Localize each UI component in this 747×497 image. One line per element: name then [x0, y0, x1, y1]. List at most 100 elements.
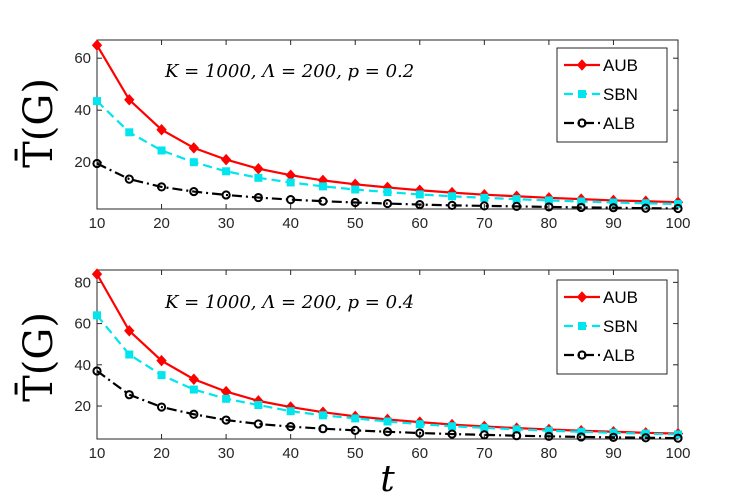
legend-marker	[576, 291, 588, 303]
legend-label: AUB	[603, 288, 638, 307]
series-sbn	[93, 97, 682, 209]
x-tick-label: 60	[411, 445, 428, 462]
data-point	[221, 415, 231, 425]
series-line	[96, 162, 679, 210]
data-point	[286, 195, 296, 205]
data-point	[512, 431, 522, 441]
x-tick-label: 40	[282, 445, 299, 462]
data-point	[188, 373, 200, 385]
data-point	[286, 422, 296, 432]
data-point	[222, 394, 231, 403]
legend-label: AUB	[603, 56, 638, 75]
data-point	[641, 433, 651, 443]
x-tick-label: 80	[541, 215, 558, 232]
data-point	[544, 202, 554, 212]
data-point	[576, 432, 586, 442]
series-line	[96, 370, 679, 440]
data-point	[318, 196, 328, 206]
legend-marker	[577, 350, 587, 360]
data-point	[415, 190, 424, 199]
data-point	[92, 366, 102, 376]
legend-label: ALB	[603, 114, 635, 133]
data-point	[447, 429, 457, 439]
data-point	[222, 167, 231, 176]
legend-marker	[578, 322, 586, 330]
y-tick-label: 40	[74, 102, 91, 119]
data-point	[189, 409, 199, 419]
chart-top: 10 20 30 40 50 60 70 80 90 100 20 40 60 T̄(G) K = 1000…	[15, 39, 691, 232]
data-point	[92, 158, 102, 169]
legend-label: SBN	[603, 317, 638, 336]
data-point	[124, 174, 134, 184]
data-point	[318, 424, 328, 434]
data-point	[254, 173, 263, 182]
legend-label: SBN	[603, 85, 638, 104]
data-point	[382, 198, 393, 209]
data-point	[608, 203, 619, 213]
data-point	[577, 197, 586, 206]
x-tick-label: 50	[347, 215, 364, 232]
data-point	[286, 407, 295, 416]
data-point	[189, 186, 199, 197]
data-point	[415, 420, 424, 429]
data-point	[479, 201, 489, 211]
data-point	[383, 417, 392, 426]
data-point	[253, 162, 264, 175]
x-tick-label: 70	[476, 215, 493, 232]
data-point	[608, 432, 619, 442]
data-point	[125, 350, 134, 359]
x-tick-label: 30	[218, 445, 235, 462]
data-point	[447, 200, 457, 210]
data-point	[188, 142, 200, 154]
x-tick-label: 10	[89, 445, 106, 462]
x-tick-label: 40	[282, 215, 299, 232]
y-tick-label: 60	[74, 50, 91, 67]
data-point	[641, 199, 650, 208]
data-point	[253, 192, 263, 203]
series-alb	[92, 158, 683, 214]
x-tick-label: 50	[347, 445, 364, 462]
data-point	[512, 201, 522, 211]
y-axis-label: T̄(G)	[15, 312, 62, 402]
data-point	[221, 190, 231, 200]
data-point	[189, 385, 198, 394]
legend-label: ALB	[603, 346, 635, 365]
x-tick-label: 100	[665, 215, 690, 232]
x-tick-label: 100	[665, 445, 690, 462]
data-point	[220, 153, 232, 166]
x-tick-label: 20	[153, 215, 170, 232]
data-point	[576, 202, 586, 213]
legend-box	[556, 47, 668, 143]
y-tick-label: 80	[74, 274, 91, 291]
data-point	[157, 371, 166, 380]
legend: AUB SBN ALB	[556, 279, 668, 375]
data-point	[350, 425, 360, 435]
data-point	[189, 158, 198, 167]
y-tick-label: 20	[74, 398, 91, 415]
data-point	[318, 182, 327, 191]
data-point	[156, 182, 167, 192]
data-point	[673, 433, 683, 443]
x-tick-label: 70	[476, 445, 493, 462]
data-point	[512, 195, 521, 204]
legend-marker	[576, 59, 588, 71]
data-point	[91, 268, 103, 280]
data-point	[124, 325, 135, 337]
data-point	[93, 97, 101, 106]
data-point	[91, 39, 103, 51]
legend-marker	[577, 118, 587, 128]
data-point	[480, 193, 489, 202]
y-tick-label: 60	[74, 316, 91, 333]
data-point	[124, 94, 135, 106]
data-point	[156, 354, 167, 367]
x-tick-label: 30	[218, 215, 235, 232]
x-tick-label: 90	[605, 215, 622, 232]
data-point	[448, 422, 457, 431]
data-point	[93, 311, 101, 320]
chart-annotation: K = 1000, Λ = 200, p = 0.4	[164, 292, 414, 313]
legend-box	[556, 279, 668, 375]
series-alb	[92, 366, 683, 443]
legend-marker	[578, 90, 586, 98]
data-point	[641, 203, 651, 213]
